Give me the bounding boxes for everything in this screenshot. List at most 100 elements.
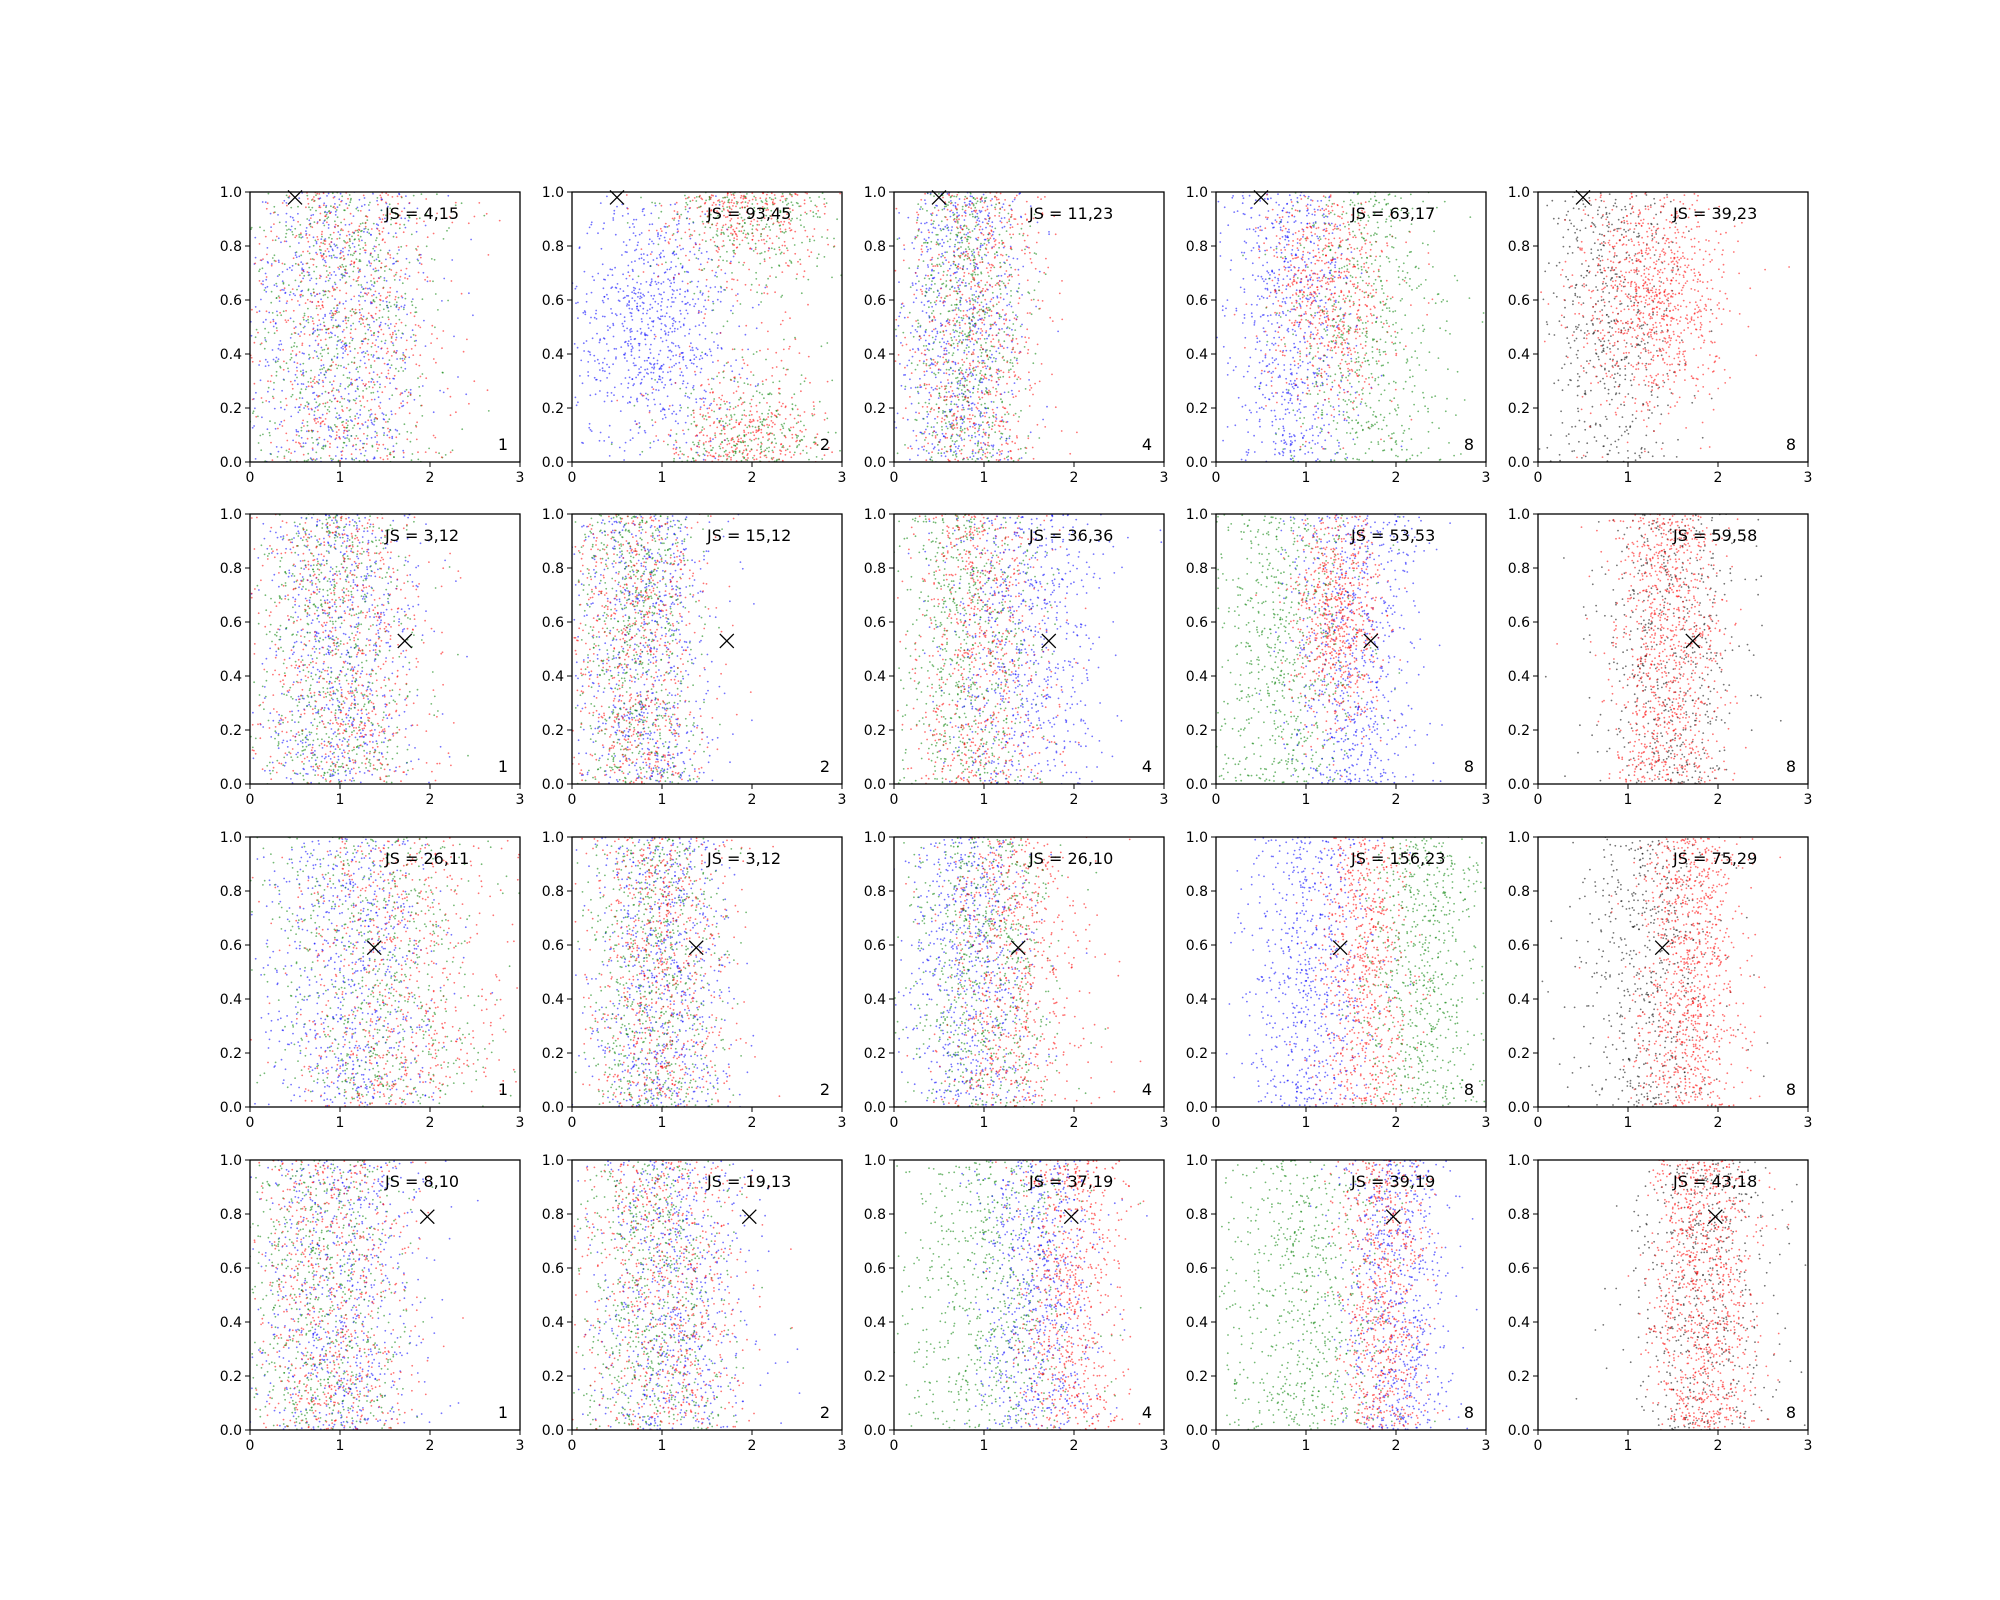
data-point <box>606 293 608 296</box>
data-point <box>779 252 782 255</box>
data-point <box>961 422 964 425</box>
data-point <box>715 224 718 227</box>
data-point <box>384 241 386 244</box>
data-point <box>729 207 731 210</box>
data-point <box>811 413 813 415</box>
data-point <box>335 347 338 350</box>
data-point <box>324 338 327 341</box>
data-point <box>288 228 290 231</box>
data-point <box>367 228 370 231</box>
data-point <box>900 306 903 309</box>
data-point <box>726 424 729 427</box>
data-point <box>271 239 274 242</box>
data-point <box>302 326 305 329</box>
data-point <box>405 388 408 391</box>
data-point <box>731 370 734 373</box>
data-point <box>690 392 693 395</box>
data-point <box>334 407 337 410</box>
data-point <box>348 244 351 247</box>
data-point <box>693 230 696 232</box>
data-point <box>292 320 295 323</box>
data-point <box>394 298 397 301</box>
data-point <box>957 387 960 390</box>
data-point <box>472 314 474 317</box>
data-point <box>377 335 379 338</box>
data-point <box>699 290 702 292</box>
data-point <box>791 433 794 436</box>
data-point <box>326 248 329 250</box>
data-point <box>985 367 988 370</box>
data-point <box>942 263 945 265</box>
data-point <box>418 217 421 220</box>
data-point <box>896 452 899 455</box>
data-point <box>904 374 907 376</box>
data-point <box>615 356 617 358</box>
data-point <box>263 289 266 291</box>
data-point <box>362 397 365 399</box>
data-point <box>657 235 659 238</box>
data-point <box>785 197 788 200</box>
data-point <box>311 226 314 229</box>
data-point <box>626 294 628 297</box>
data-point <box>357 244 360 247</box>
data-point <box>345 292 348 295</box>
data-point <box>981 228 984 231</box>
data-point <box>298 304 301 306</box>
data-point <box>253 341 256 344</box>
data-point <box>790 229 793 231</box>
data-point <box>313 420 316 422</box>
data-point <box>387 291 389 294</box>
data-point <box>314 295 316 297</box>
data-point <box>717 458 720 461</box>
data-point <box>765 202 768 205</box>
data-point <box>724 223 727 226</box>
data-point <box>622 273 624 276</box>
data-point <box>353 252 355 255</box>
data-point <box>382 287 385 290</box>
data-point <box>716 417 719 420</box>
data-point <box>1057 330 1059 333</box>
data-point <box>693 253 696 256</box>
data-point <box>371 294 373 297</box>
data-point <box>668 366 671 369</box>
data-point <box>403 358 406 360</box>
data-point <box>390 269 393 271</box>
data-point <box>292 439 294 442</box>
data-point <box>693 197 696 199</box>
data-point <box>717 216 720 219</box>
data-point <box>257 415 259 418</box>
data-point <box>1013 198 1016 201</box>
data-point <box>690 423 693 425</box>
data-point <box>708 198 711 201</box>
data-point <box>639 371 642 374</box>
data-point <box>283 360 285 363</box>
data-point <box>610 392 613 394</box>
data-point <box>659 367 661 370</box>
data-point <box>685 302 688 305</box>
data-point <box>943 241 945 244</box>
data-point <box>799 258 801 261</box>
data-point <box>801 241 803 244</box>
data-point <box>430 258 433 260</box>
data-point <box>722 447 724 449</box>
data-point <box>372 381 375 384</box>
data-point <box>336 246 339 249</box>
data-point <box>982 378 985 381</box>
data-point <box>703 305 705 308</box>
data-point <box>836 218 838 221</box>
data-point <box>607 297 609 300</box>
data-point <box>380 196 383 199</box>
data-point <box>345 367 348 370</box>
data-point <box>354 399 356 402</box>
data-point <box>710 194 713 197</box>
data-point <box>308 334 311 336</box>
data-point <box>327 192 330 195</box>
data-point <box>974 442 977 445</box>
data-point <box>276 285 278 288</box>
data-point <box>639 295 642 298</box>
data-point <box>684 208 687 211</box>
data-point <box>321 301 324 303</box>
data-point <box>271 312 274 314</box>
data-point <box>299 233 302 236</box>
data-point <box>361 229 363 232</box>
